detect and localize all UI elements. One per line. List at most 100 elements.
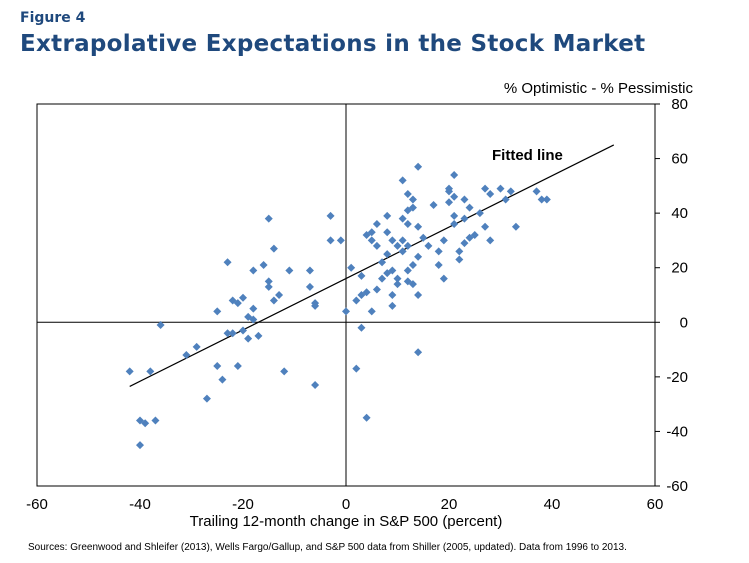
data-point — [439, 236, 448, 245]
source-note: Sources: Greenwood and Shleifer (2013), … — [28, 542, 627, 553]
data-point — [414, 291, 423, 299]
data-point — [481, 184, 490, 193]
data-point — [383, 211, 392, 220]
data-point — [213, 307, 222, 316]
data-point — [434, 247, 443, 256]
data-point — [156, 321, 165, 330]
data-point — [233, 361, 242, 370]
data-point — [408, 280, 417, 289]
x-tick-label: -20 — [232, 496, 254, 513]
data-point — [537, 195, 546, 204]
data-point — [239, 326, 247, 335]
x-axis-ticks: -60 -40 -20 0 20 40 60 — [26, 496, 663, 513]
data-point — [326, 236, 335, 245]
x-tick-label: -60 — [26, 496, 48, 513]
data-point — [259, 260, 268, 269]
y-tick-label: -40 — [666, 423, 688, 440]
data-point — [455, 255, 464, 264]
data-points — [125, 162, 551, 450]
data-point — [414, 348, 423, 357]
x-tick-label: 0 — [342, 496, 350, 513]
data-point — [311, 301, 320, 310]
data-point — [398, 176, 407, 185]
data-point — [408, 195, 417, 204]
data-point — [352, 296, 361, 305]
data-point — [388, 291, 397, 299]
y-tick-label: -20 — [666, 369, 688, 386]
data-point — [213, 361, 222, 370]
data-point — [445, 184, 453, 193]
data-point — [367, 236, 376, 245]
data-point — [285, 266, 294, 275]
data-point — [141, 419, 150, 428]
data-point — [347, 263, 356, 272]
data-point — [254, 331, 263, 340]
x-tick-label: 20 — [441, 496, 458, 513]
y-tick-label: -60 — [666, 478, 688, 495]
data-point — [367, 228, 376, 237]
data-point — [506, 187, 515, 196]
data-point — [264, 214, 273, 223]
data-point — [496, 184, 505, 193]
data-point — [481, 222, 490, 231]
fitted-line-label: Fitted line — [492, 147, 563, 164]
data-point — [403, 220, 412, 229]
data-point — [475, 209, 484, 218]
data-point — [398, 236, 407, 245]
data-point — [511, 222, 520, 231]
data-point — [280, 367, 289, 376]
data-point — [336, 236, 345, 245]
data-point — [367, 307, 376, 316]
data-point — [419, 233, 428, 242]
data-point — [357, 271, 366, 280]
data-point — [357, 323, 366, 332]
data-point — [249, 304, 258, 313]
data-point — [460, 195, 469, 204]
data-point — [264, 277, 273, 286]
data-point — [249, 266, 258, 275]
data-point — [372, 285, 381, 294]
data-point — [450, 211, 459, 220]
data-point — [542, 195, 551, 204]
data-point — [532, 187, 541, 196]
y-tick-label: 60 — [671, 151, 688, 168]
y-tick-label: 20 — [671, 260, 688, 277]
data-point — [414, 252, 423, 261]
data-point — [429, 200, 438, 209]
data-point — [125, 367, 134, 376]
y-tick-label: 80 — [671, 96, 688, 113]
data-point — [192, 342, 201, 351]
data-point — [398, 247, 407, 256]
data-point — [403, 241, 412, 250]
data-point — [501, 195, 510, 204]
data-point — [372, 241, 381, 250]
y-axis-ticks: -60 -40 -20 0 20 40 60 80 — [655, 96, 688, 495]
data-point — [305, 282, 314, 291]
data-point — [269, 296, 278, 305]
data-point — [182, 351, 191, 360]
data-point — [239, 293, 247, 302]
data-point — [249, 315, 258, 324]
fitted-line — [129, 144, 615, 387]
x-tick-label: 60 — [647, 496, 664, 513]
data-point — [450, 192, 459, 201]
data-point — [269, 244, 278, 253]
y-tick-label: 0 — [680, 314, 688, 331]
x-tick-label: -40 — [129, 496, 151, 513]
data-point — [388, 236, 397, 245]
data-point — [424, 241, 433, 250]
data-point — [434, 260, 443, 269]
data-point — [311, 381, 320, 390]
y-axis-title: % Optimistic - % Pessimistic — [504, 80, 694, 97]
data-point — [393, 241, 402, 250]
data-point — [305, 266, 314, 275]
data-point — [275, 291, 284, 299]
data-point — [439, 274, 448, 283]
data-point — [486, 190, 495, 199]
data-point — [136, 441, 144, 450]
data-point — [388, 266, 397, 275]
data-point — [408, 203, 417, 212]
data-point — [372, 220, 381, 229]
data-point — [450, 220, 459, 229]
data-point — [264, 282, 273, 291]
